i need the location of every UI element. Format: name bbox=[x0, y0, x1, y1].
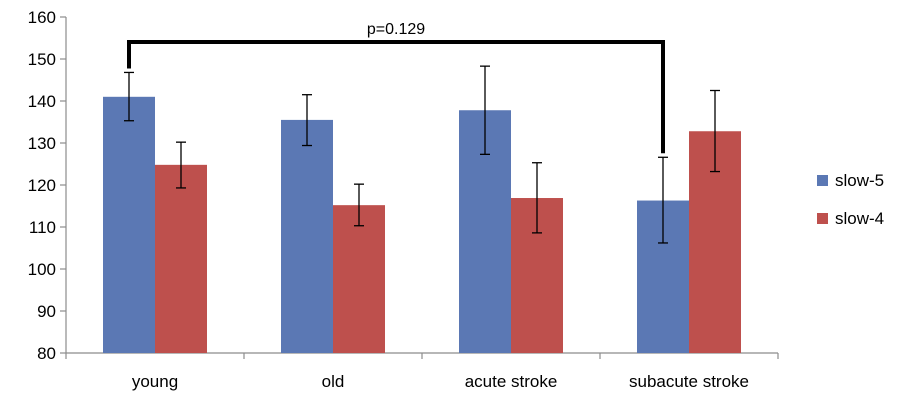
legend-label-slow-5: slow-5 bbox=[835, 171, 884, 190]
y-tick-label: 90 bbox=[37, 302, 56, 321]
y-axis-ticks: 80 90 100 110 120 130 140 150 160 bbox=[28, 8, 66, 363]
y-tick-label: 130 bbox=[28, 134, 56, 153]
y-tick-label: 100 bbox=[28, 260, 56, 279]
x-category-label: acute stroke bbox=[465, 372, 558, 391]
error-bars bbox=[124, 65, 720, 244]
x-category-label: subacute stroke bbox=[629, 372, 749, 391]
bar-slow-5-old bbox=[281, 119, 333, 354]
y-tick-label: 80 bbox=[37, 344, 56, 363]
bar-slow-4-young bbox=[155, 164, 207, 353]
y-tick-label: 140 bbox=[28, 92, 56, 111]
y-tick-label: 110 bbox=[29, 218, 56, 237]
significance-annotation: p=0.129 bbox=[127, 21, 665, 154]
y-tick-label: 160 bbox=[28, 8, 56, 27]
x-category-label: old bbox=[322, 372, 345, 391]
significance-bracket bbox=[127, 40, 665, 154]
x-category-label: young bbox=[132, 372, 178, 391]
y-tick-label: 120 bbox=[28, 176, 56, 195]
bars bbox=[103, 96, 741, 354]
y-tick-label: 150 bbox=[28, 50, 56, 69]
legend-swatch-slow-4 bbox=[817, 213, 828, 224]
category-labels: young old acute stroke subacute stroke bbox=[132, 372, 749, 391]
legend: slow-5 slow-4 bbox=[817, 171, 884, 228]
p-value-label: p=0.129 bbox=[367, 21, 425, 38]
legend-swatch-slow-5 bbox=[817, 175, 828, 186]
legend-label-slow-4: slow-4 bbox=[835, 209, 884, 228]
bar-slow-4-old bbox=[333, 205, 385, 353]
bar-slow-5-young bbox=[103, 96, 155, 354]
